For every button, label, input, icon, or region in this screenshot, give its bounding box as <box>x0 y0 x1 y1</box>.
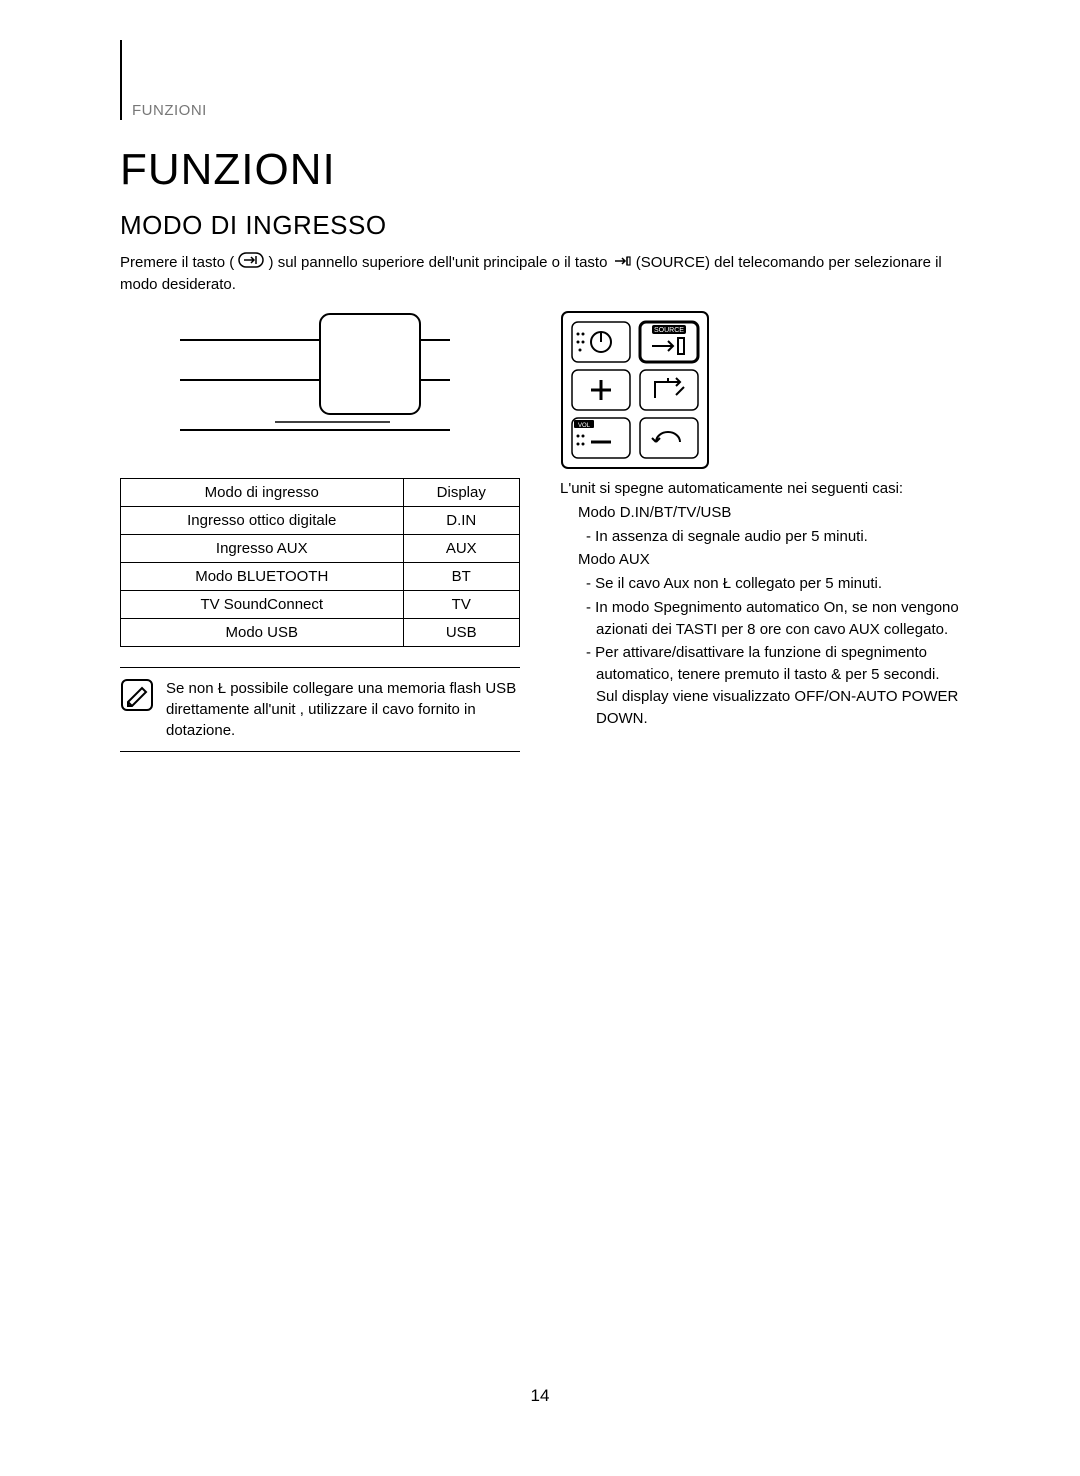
page-number: 14 <box>0 1386 1080 1406</box>
section-subtitle: MODO DI INGRESSO <box>120 210 387 241</box>
source-arrow-icon <box>238 252 264 274</box>
intro-text-2: ) sul pannello superiore dell'unit princ… <box>269 254 612 271</box>
mode-item: - Per attivare/disattivare la funzione d… <box>560 642 960 729</box>
intro-paragraph: Premere il tasto ( ) sul pannello superi… <box>120 252 960 295</box>
table-row: Modo BLUETOOTHBT <box>121 563 520 591</box>
input-mode-table: Modo di ingresso Display Ingresso ottico… <box>120 478 520 647</box>
source-arrow-icon <box>612 253 632 274</box>
page-title: FUNZIONI <box>120 145 336 195</box>
remote-figure: SOURCE VOL <box>560 310 710 470</box>
table-row: TV SoundConnectTV <box>121 591 520 619</box>
auto-off-intro: L'unit si spegne automaticamente nei seg… <box>560 478 960 500</box>
pencil-note-icon <box>120 678 154 712</box>
mode-item: - In assenza di segnale audio per 5 minu… <box>560 526 960 548</box>
source-label: SOURCE <box>654 327 684 334</box>
table-header-row: Modo di ingresso Display <box>121 479 520 507</box>
figures-row: SOURCE VOL <box>120 310 960 470</box>
note-text: Se non Ł possibile collegare una memoria… <box>166 678 520 741</box>
note-box: Se non Ł possibile collegare una memoria… <box>120 667 520 752</box>
mode-item: - In modo Spegnimento automatico On, se … <box>560 597 960 641</box>
intro-text-1: Premere il tasto ( <box>120 254 234 271</box>
vol-label: VOL <box>578 423 591 429</box>
mode-heading: Modo D.IN/BT/TV/USB <box>560 502 960 524</box>
content-columns: Modo di ingresso Display Ingresso ottico… <box>120 478 960 752</box>
header-label: FUNZIONI <box>132 102 207 119</box>
header-rule <box>120 40 122 120</box>
table-header-cell: Display <box>403 479 519 507</box>
table-header-cell: Modo di ingresso <box>121 479 404 507</box>
unit-figure <box>180 310 450 440</box>
table-row: Ingresso ottico digitaleD.IN <box>121 507 520 535</box>
mode-item: - Se il cavo Aux non Ł collegato per 5 m… <box>560 573 960 595</box>
right-column: L'unit si spegne automaticamente nei seg… <box>560 478 960 752</box>
table-row: Modo USBUSB <box>121 619 520 647</box>
mode-heading: Modo AUX <box>560 549 960 571</box>
left-column: Modo di ingresso Display Ingresso ottico… <box>120 478 520 752</box>
table-row: Ingresso AUXAUX <box>121 535 520 563</box>
page: FUNZIONI FUNZIONI MODO DI INGRESSO Preme… <box>0 0 1080 1476</box>
